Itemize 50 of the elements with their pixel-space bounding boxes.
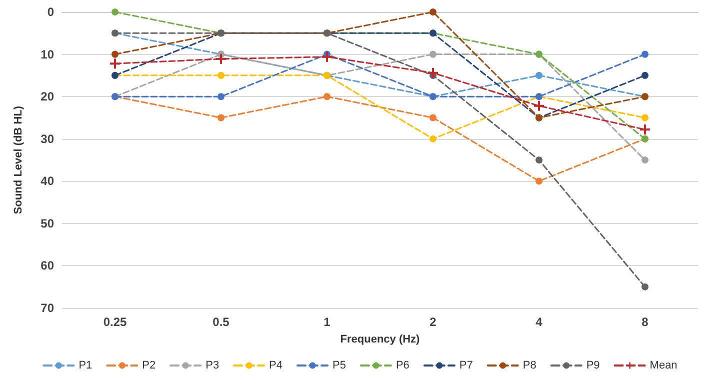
x-tick-label: 8 [642, 315, 649, 329]
y-axis-title: Sound Level (dB HL) [12, 106, 24, 214]
legend-label: P3 [206, 360, 220, 372]
legend-label: Mean [650, 360, 678, 372]
point [218, 72, 224, 79]
point [536, 178, 542, 185]
point [322, 52, 332, 62]
point [642, 72, 648, 79]
legend-label: P8 [522, 360, 536, 372]
x-tick-label: 0.25 [103, 315, 127, 329]
y-tick-label: 0 [47, 5, 54, 19]
point [642, 50, 648, 58]
legend-label: P4 [269, 360, 283, 372]
y-tick-label: 50 [40, 216, 54, 230]
point [430, 135, 436, 142]
point [534, 100, 544, 111]
y-tick-label: 70 [40, 301, 54, 315]
y-tick-label: 60 [40, 258, 54, 273]
point [218, 114, 224, 122]
legend-label: P6 [396, 360, 410, 372]
point [642, 283, 648, 290]
y-tick-label: 20 [40, 90, 54, 104]
point [640, 124, 650, 135]
x-axis-title: Frequency (Hz) [340, 334, 420, 346]
legend-label: P1 [78, 360, 92, 372]
point [536, 72, 542, 79]
legend-label: P7 [459, 360, 473, 372]
point [428, 68, 438, 78]
legend-label: P5 [332, 360, 346, 372]
point [218, 93, 224, 100]
x-tick-label: 1 [324, 315, 331, 329]
y-tick-label: 10 [40, 47, 54, 62]
point [536, 156, 542, 164]
point [112, 50, 118, 58]
x-tick-label: 0.5 [212, 315, 230, 329]
point [430, 50, 436, 58]
point [216, 54, 226, 64]
point [642, 156, 648, 164]
legend-label: P9 [586, 360, 600, 372]
point [110, 58, 120, 69]
point [430, 114, 436, 122]
x-tick-label: 2 [430, 315, 437, 329]
x-tick-label: 4 [536, 315, 543, 329]
point [112, 8, 118, 16]
point [642, 114, 648, 122]
point [324, 93, 330, 100]
legend-label: P2 [142, 360, 156, 372]
y-tick-label: 30 [40, 132, 54, 146]
y-tick-label: 40 [40, 174, 54, 188]
point [430, 8, 436, 16]
